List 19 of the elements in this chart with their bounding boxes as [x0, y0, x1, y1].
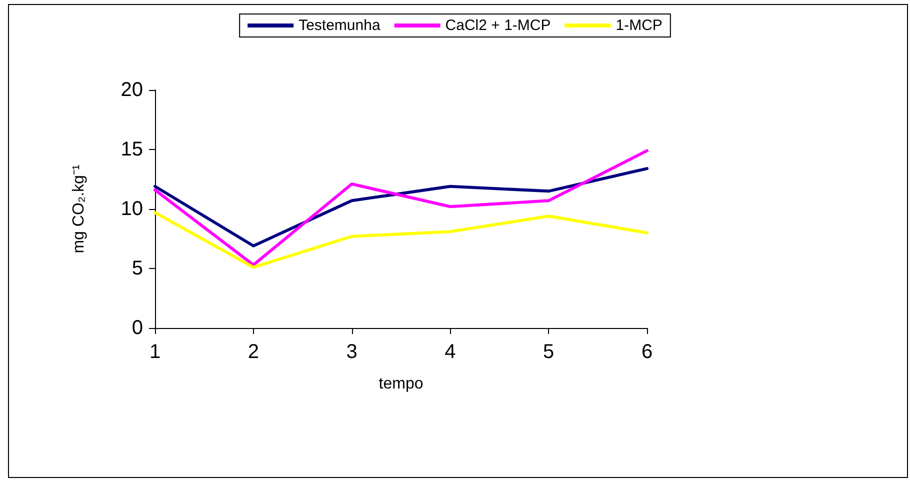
legend-label: 1-MCP	[616, 17, 662, 34]
x-tick-label: 1	[149, 341, 161, 363]
y-tick-label: 15	[120, 138, 143, 160]
x-tick-label: 6	[641, 341, 653, 363]
y-tick-label: 5	[132, 258, 143, 280]
y-axis-title: mg CO₂.kg⁻¹	[70, 164, 88, 254]
y-tick-label: 20	[120, 79, 143, 101]
legend-label: CaCl2 + 1-MCP	[445, 17, 551, 34]
x-tick-label: 4	[444, 341, 456, 363]
x-tick-label: 3	[346, 341, 358, 363]
legend-label: Testemunha	[298, 17, 381, 34]
y-tick-label: 0	[132, 317, 143, 339]
line-series	[154, 211, 648, 269]
y-tick-label: 10	[120, 198, 143, 220]
line-series	[154, 149, 648, 266]
x-axis-title: tempo	[378, 376, 424, 392]
x-tick-label: 5	[543, 341, 554, 363]
line-series	[154, 167, 648, 248]
x-tick-label: 2	[248, 341, 259, 363]
